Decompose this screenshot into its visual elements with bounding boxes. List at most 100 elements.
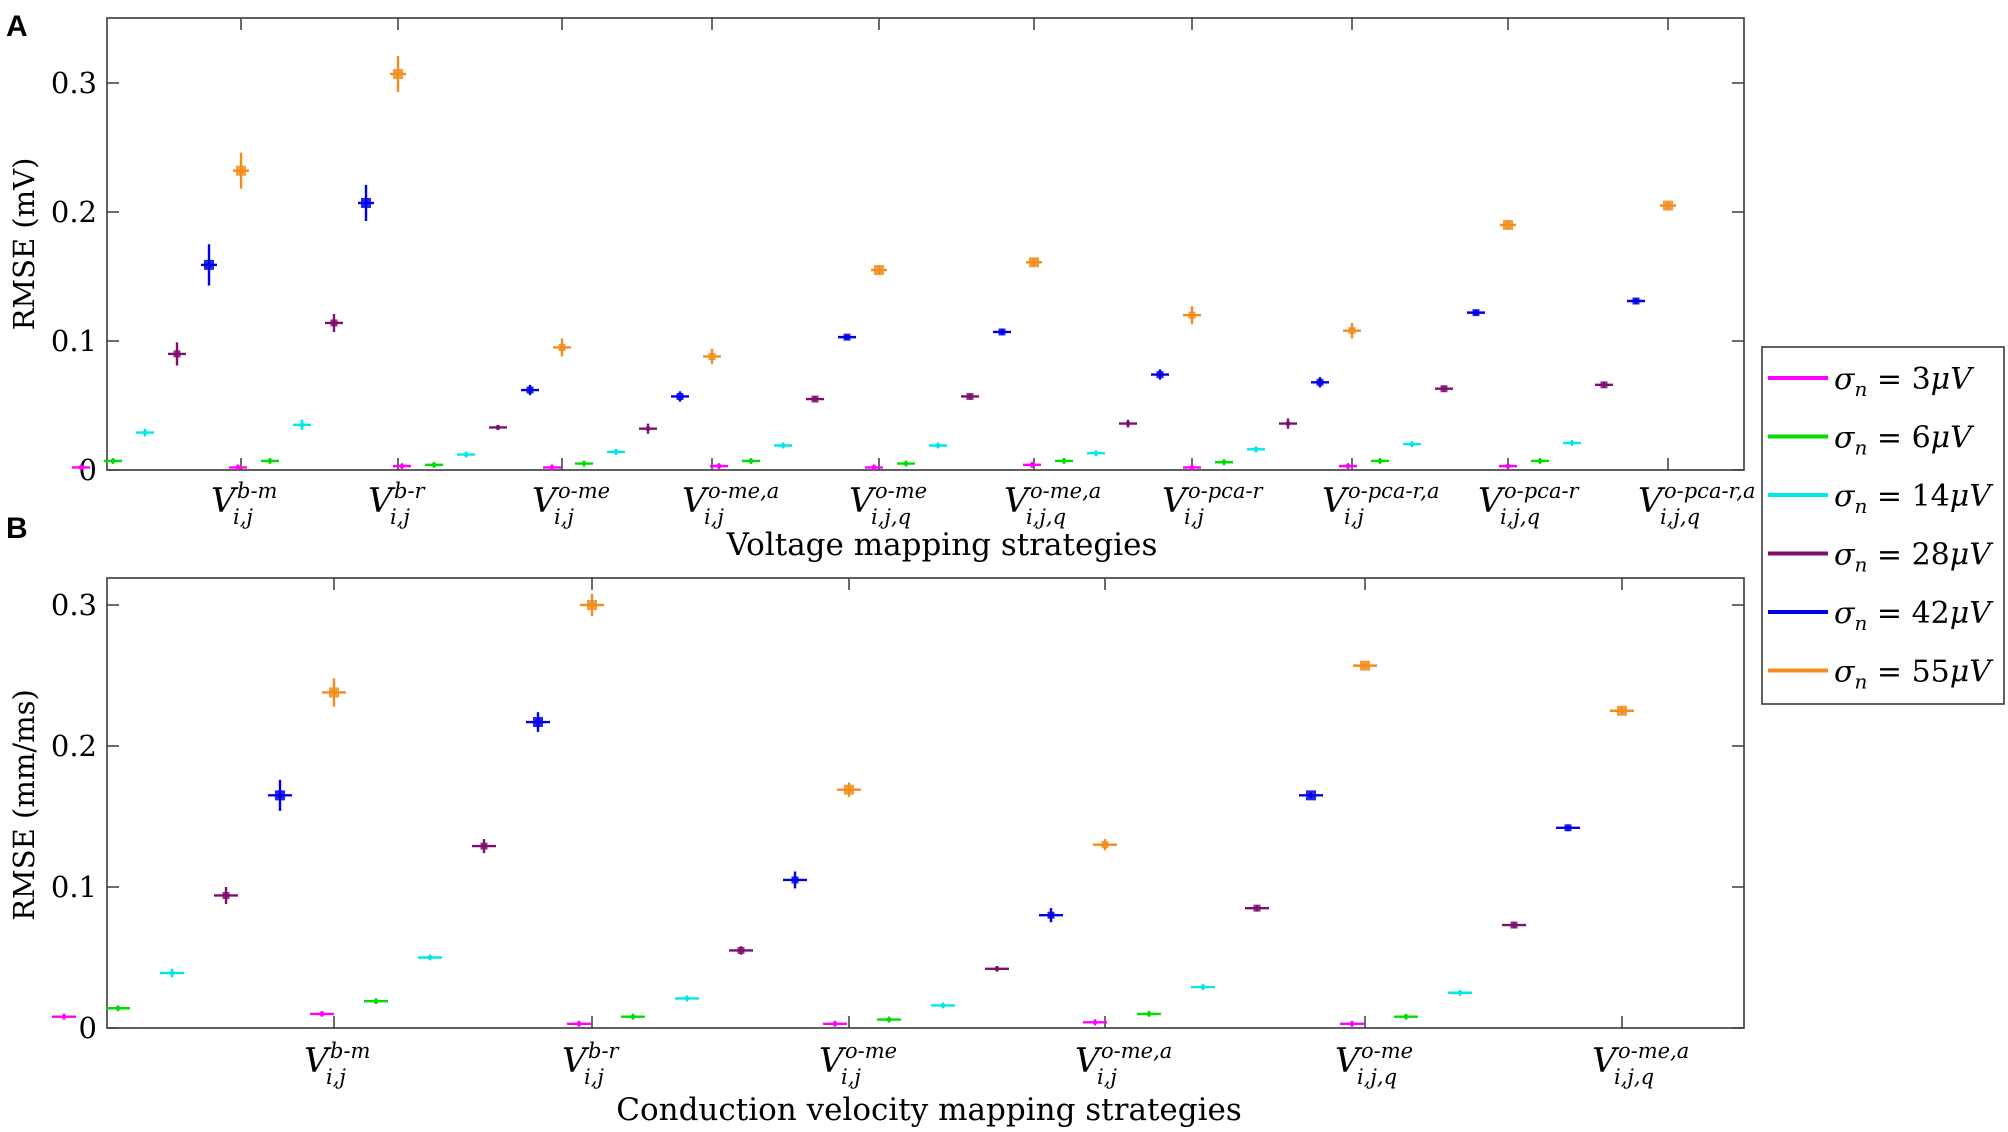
- data-point: [390, 55, 406, 93]
- data-point: [1183, 306, 1201, 325]
- point-marker: [1378, 458, 1382, 463]
- data-point: [1279, 418, 1297, 429]
- data-point: [310, 1011, 334, 1017]
- data-point: [575, 460, 593, 467]
- xtick-label-sup: o-me: [875, 479, 927, 503]
- data-point: [160, 968, 184, 978]
- point-marker: [646, 426, 650, 431]
- xtick-label-sub: i,j,q: [1026, 505, 1066, 529]
- xtick-label-sup: o-me: [845, 1039, 897, 1063]
- point-marker: [116, 1006, 120, 1011]
- data-point: [929, 442, 947, 449]
- data-point: [457, 451, 475, 458]
- point-marker: [1538, 458, 1542, 463]
- data-point: [261, 457, 279, 464]
- panel-b-axes-box: [106, 577, 1745, 1029]
- data-point: [837, 782, 861, 797]
- ytick-label: 0.2: [51, 729, 97, 763]
- point-marker: [1316, 378, 1324, 386]
- data-point: [931, 1002, 955, 1009]
- xtick-label-main: V: [1335, 1041, 1363, 1081]
- point-marker: [1047, 911, 1055, 919]
- point-marker: [833, 1021, 837, 1026]
- data-point: [871, 265, 887, 276]
- data-point: [1183, 464, 1201, 471]
- point-marker: [995, 966, 999, 971]
- data-point: [358, 184, 374, 222]
- data-point: [521, 384, 539, 396]
- legend-label: σn = 42μV: [1834, 596, 1994, 635]
- data-point: [1245, 904, 1269, 912]
- legend-label: σn = 55μV: [1834, 655, 1994, 694]
- data-point: [1339, 463, 1357, 470]
- point-marker: [874, 265, 884, 276]
- point-marker: [111, 458, 115, 463]
- xtick-label-main: V: [211, 481, 239, 521]
- xtick-label-sup: o-me,a: [1101, 1039, 1172, 1063]
- xtick-label-sub: i,j: [841, 1065, 861, 1089]
- ytick-label: 0.3: [51, 588, 97, 622]
- point-marker: [998, 328, 1006, 336]
- point-marker: [268, 458, 272, 463]
- data-point: [1435, 385, 1453, 393]
- data-point: [567, 1020, 591, 1027]
- point-marker: [1570, 440, 1574, 445]
- legend-box: [1761, 346, 2005, 705]
- point-marker: [533, 717, 543, 728]
- ytick-label: 0.1: [51, 324, 97, 358]
- point-marker: [1188, 311, 1196, 319]
- xtick-label-main: V: [1004, 481, 1032, 521]
- data-point: [322, 678, 346, 707]
- panel-b-xlabel: Conduction velocity mapping strategies: [616, 1092, 1242, 1128]
- xtick-label-main: V: [304, 1041, 332, 1081]
- xtick-label-sup: o-me: [558, 479, 610, 503]
- point-marker: [1306, 790, 1316, 801]
- data-point: [742, 457, 760, 464]
- data-point: [1087, 450, 1105, 457]
- data-point: [72, 464, 90, 471]
- data-point: [1627, 297, 1645, 305]
- point-marker: [737, 946, 745, 954]
- data-point: [1500, 219, 1516, 230]
- data-point: [1343, 322, 1361, 339]
- xtick-label-sup: b-r: [394, 479, 427, 503]
- panel-b-marks: [52, 593, 1634, 1027]
- point-marker: [275, 790, 285, 801]
- panel-a-axes-box: [106, 17, 1745, 471]
- point-marker: [1404, 1014, 1408, 1019]
- xtick-label-sub: i,j: [1184, 505, 1204, 529]
- point-marker: [1201, 985, 1205, 990]
- data-point: [1191, 984, 1215, 991]
- legend-label: σn = 6μV: [1834, 421, 1975, 460]
- xtick-label-main: V: [849, 481, 877, 521]
- data-point: [1093, 839, 1117, 851]
- data-point: [1499, 463, 1517, 470]
- point-marker: [587, 600, 597, 610]
- xtick-label-main: V: [1478, 481, 1506, 521]
- point-marker: [330, 319, 338, 327]
- point-marker: [62, 1014, 66, 1019]
- point-marker: [1360, 660, 1370, 671]
- point-marker: [904, 461, 908, 466]
- point-marker: [1617, 705, 1627, 716]
- data-point: [229, 464, 247, 471]
- data-point: [136, 428, 154, 437]
- ytick-label: 0: [79, 1011, 97, 1045]
- data-point: [838, 333, 856, 341]
- panel-a-label: A: [6, 10, 28, 43]
- legend-entry: σn = 55μV: [1768, 655, 1994, 694]
- legend-entry: σn = 28μV: [1768, 538, 1994, 577]
- xtick-label-sup: b-m: [237, 479, 277, 503]
- point-marker: [236, 165, 246, 176]
- xtick-label-sub: i,j: [1344, 505, 1364, 529]
- point-marker: [582, 461, 586, 466]
- ytick-label: 0.3: [51, 66, 97, 100]
- panel-b-label: B: [6, 512, 28, 545]
